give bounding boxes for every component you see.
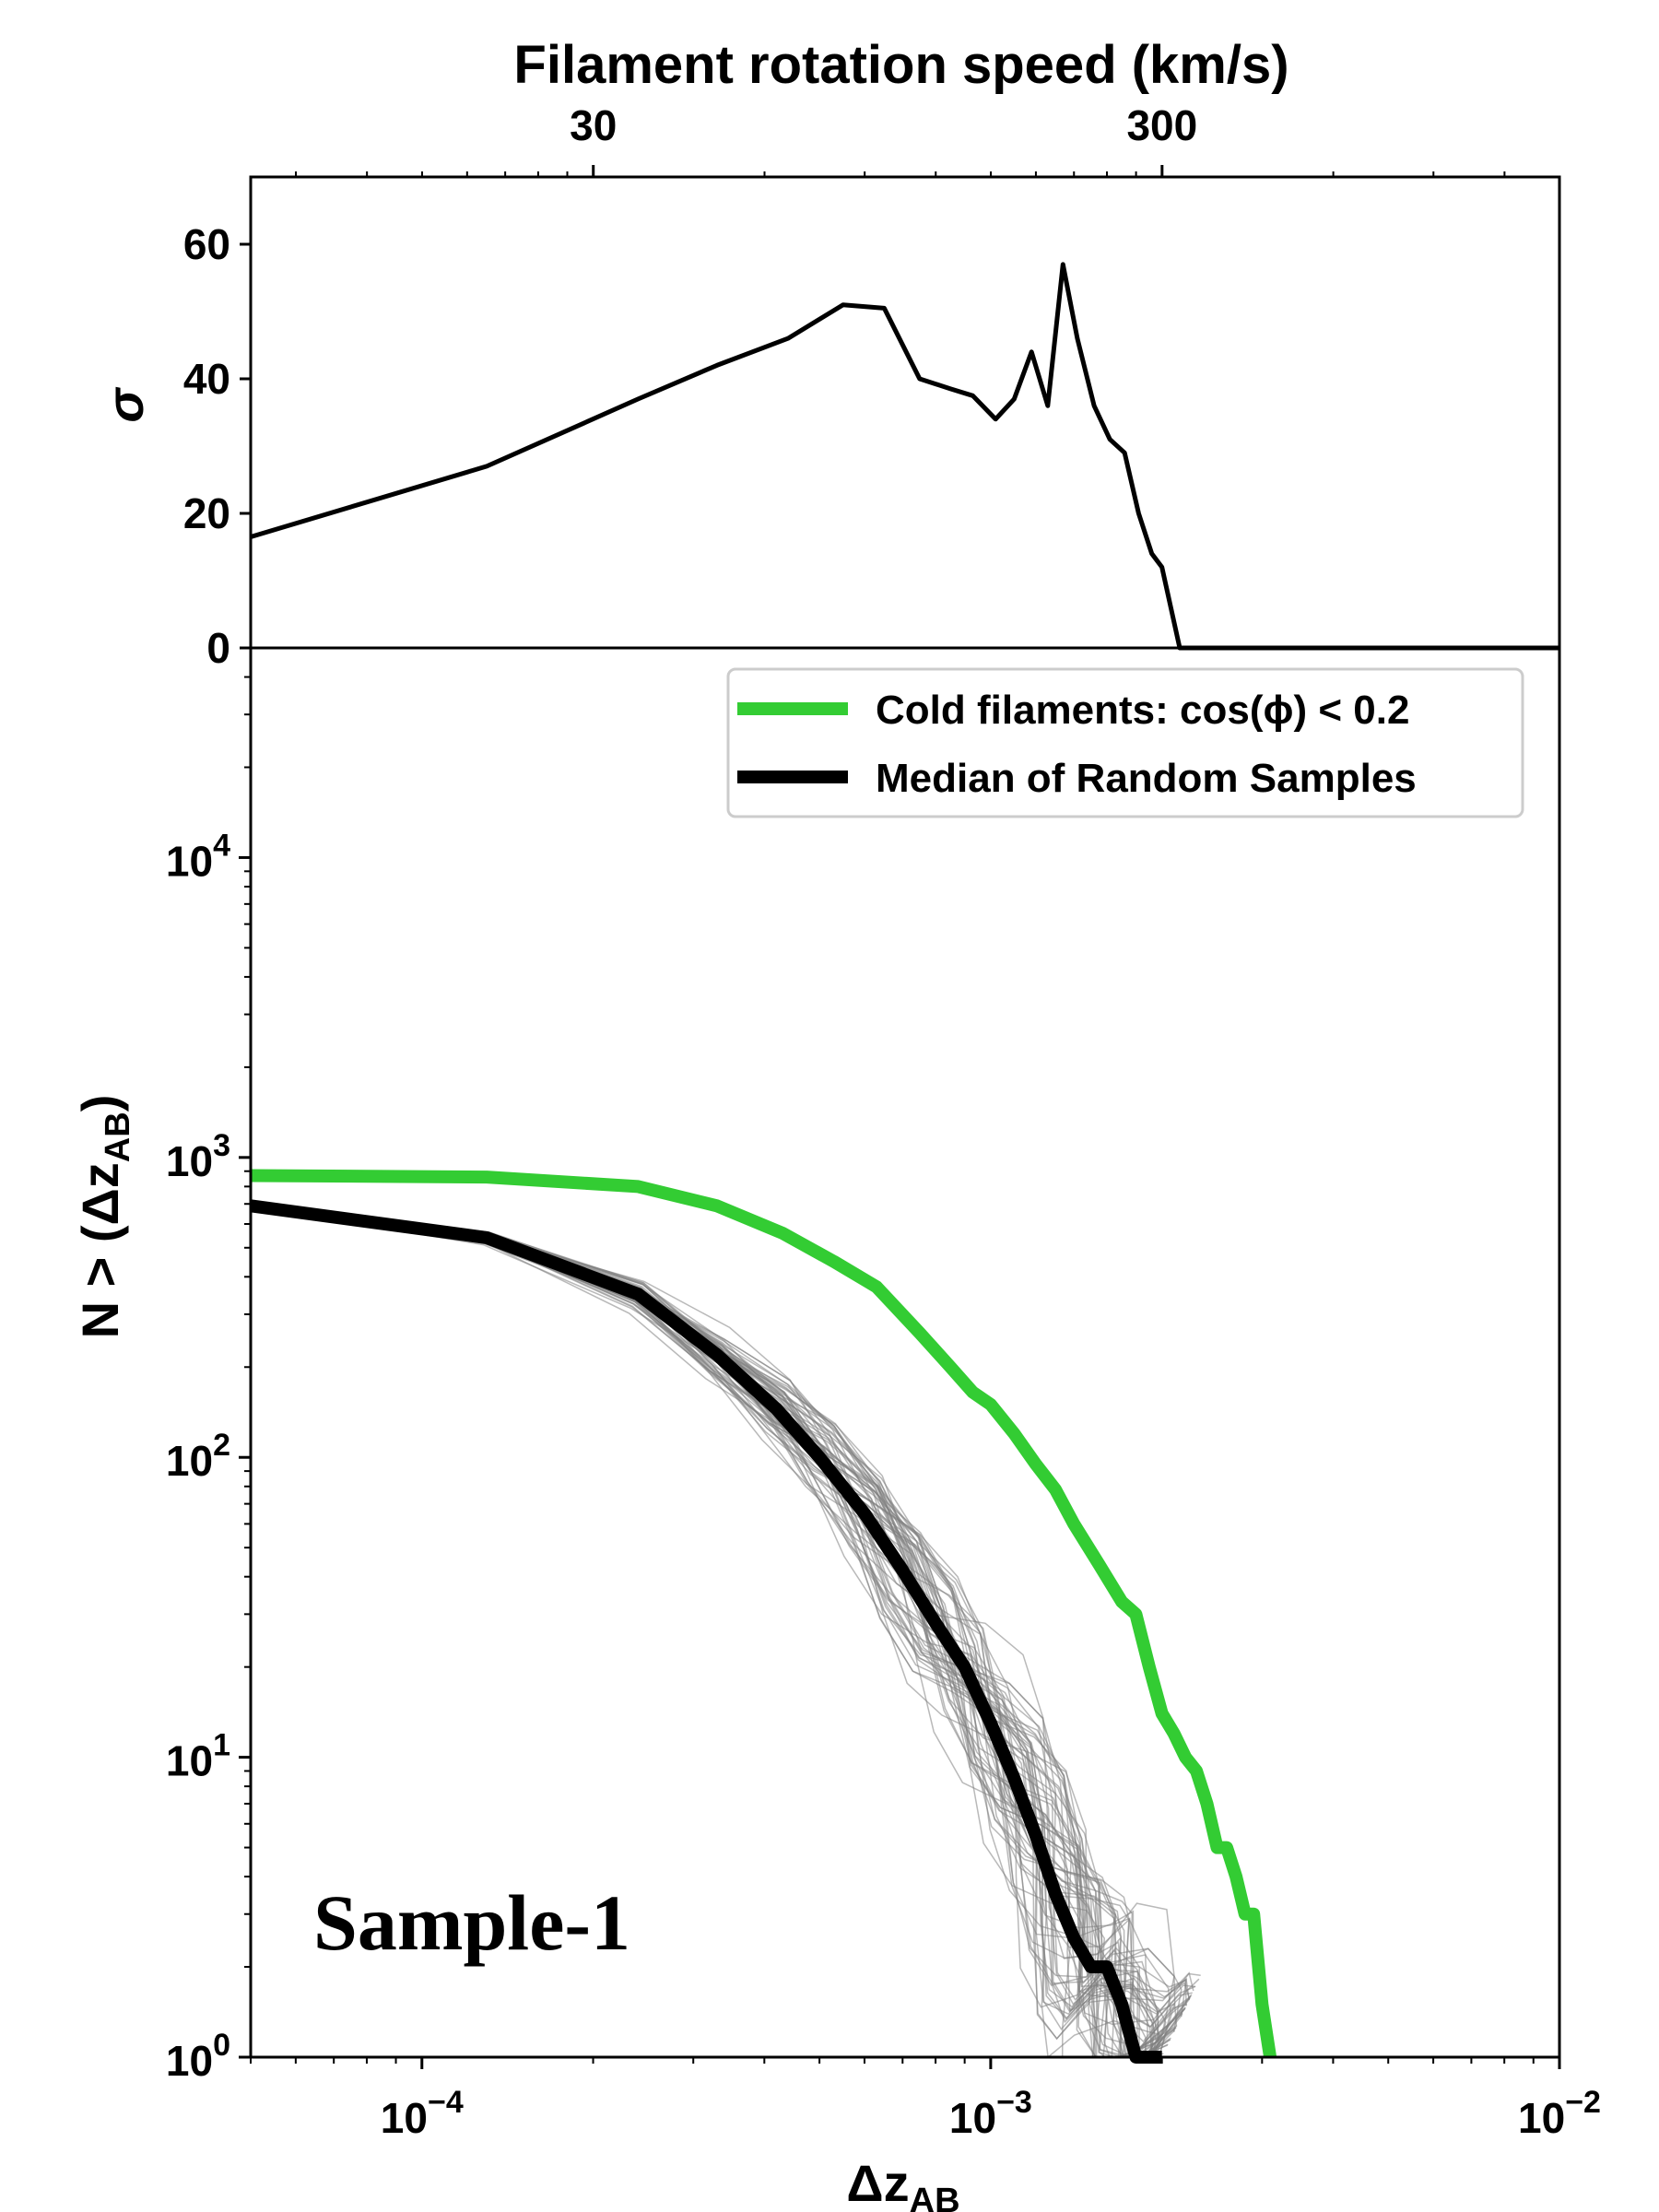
top-axis-ticks: 0204060303003000 (183, 101, 1506, 672)
random-sample-line (250, 1205, 1191, 2058)
bottom-plot-frame (249, 646, 1561, 2059)
top-ytick-label: 20 (183, 489, 230, 537)
random-sample-line (250, 1205, 1171, 2058)
sigma-line (250, 262, 1559, 651)
random-sample-line (250, 1205, 1182, 2032)
sample-annotation: Sample-1 (313, 1878, 630, 1967)
random-sample-line (250, 1205, 1149, 2058)
random-sample-line (250, 1205, 1191, 2058)
top-ytick-label: 0 (206, 624, 230, 672)
top-ytick-label: 40 (183, 355, 230, 403)
top-panel: Filament rotation speed (km/s) 0 20 40 60 30… (96, 35, 1561, 672)
legend-box (726, 667, 1524, 818)
median-random-line (250, 1199, 1162, 2064)
top-axis-title: Filament rotation speed (km/s) (513, 35, 1288, 95)
random-sample-line (250, 1205, 1187, 2006)
cold-filaments-line (250, 1169, 1277, 2059)
legend-label-cold: Cold filaments: cos(ϕ) < 0.2 (876, 688, 1409, 733)
bottom-ytick-label: 100 (166, 2028, 230, 2085)
legend: Cold filaments: cos(ϕ) < 0.2 Median of R… (726, 667, 1524, 818)
random-sample-line (250, 1205, 1175, 2058)
random-sample-line (250, 1205, 1143, 2058)
top-ylabel: σ (96, 387, 154, 423)
top-xtick-label: 300 (1126, 101, 1197, 149)
top-ytick-label: 60 (183, 220, 230, 268)
random-sample-line (250, 1205, 1159, 2058)
legend-label-median: Median of Random Samples (876, 756, 1417, 801)
top-xtick-label: 30 (570, 101, 617, 149)
